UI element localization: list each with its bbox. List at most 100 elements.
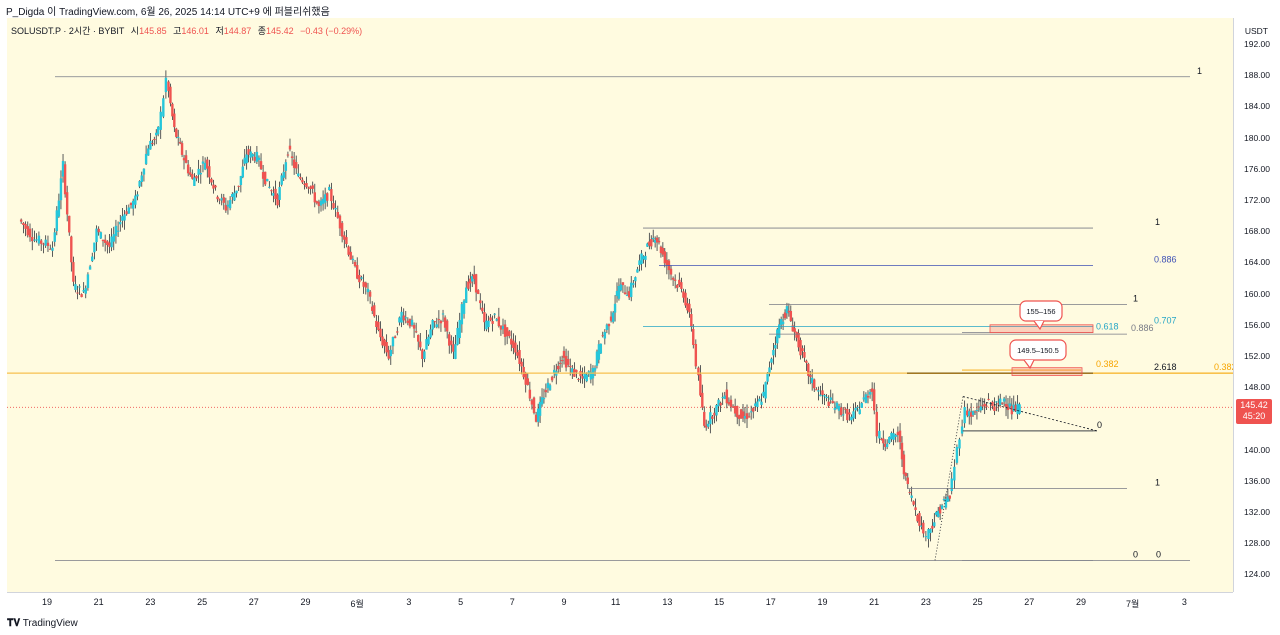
- candle-body: [682, 291, 685, 298]
- impulse-line: [934, 396, 964, 561]
- candle-body: [389, 349, 393, 357]
- candle-body: [226, 204, 230, 207]
- candle-body: [499, 325, 503, 330]
- candle-body: [110, 236, 113, 248]
- candle-body: [601, 335, 604, 337]
- candle-body: [979, 406, 983, 411]
- candle-body: [803, 351, 806, 358]
- candle-body: [253, 156, 257, 161]
- candle-body: [284, 162, 288, 171]
- candle-body: [725, 389, 729, 404]
- candle-body: [351, 258, 355, 261]
- time-tick: 29: [300, 597, 311, 607]
- candle-body: [546, 382, 550, 389]
- candle-body: [837, 405, 841, 411]
- candle-body: [292, 159, 296, 168]
- candle-body: [261, 172, 265, 179]
- candle-body: [927, 529, 930, 539]
- fib-label: 0.382: [1096, 359, 1119, 369]
- candle-body: [880, 438, 883, 440]
- candle-body: [358, 274, 361, 283]
- price-tick: 164.00: [1244, 257, 1270, 268]
- candle-body: [787, 310, 791, 313]
- candle-body: [636, 269, 639, 273]
- candle-body: [319, 200, 323, 206]
- candle-body: [741, 411, 745, 419]
- candle-body: [953, 466, 956, 481]
- callout-box: [1009, 339, 1067, 361]
- brand-name: TradingView: [22, 618, 78, 629]
- candle-body: [297, 173, 300, 177]
- candle-body: [532, 397, 536, 413]
- price-tick: 168.00: [1244, 226, 1270, 237]
- candle-body: [778, 324, 781, 338]
- candle-body: [630, 282, 633, 298]
- time-tick: 3: [1181, 597, 1187, 607]
- candle-body: [768, 367, 771, 373]
- time-tick: 21: [869, 597, 880, 607]
- price-chart[interactable]: 1 0 1 0.886 1 0.707 0.618 0.886 0.382 2.618 0.382 0…: [7, 18, 1233, 592]
- candle-body: [330, 189, 333, 202]
- candle-body: [929, 528, 932, 534]
- candle-body: [228, 200, 232, 209]
- candle-body: [651, 237, 655, 240]
- candle-body: [648, 241, 651, 246]
- candle-body: [164, 77, 168, 93]
- candle-body: [505, 327, 509, 337]
- candle-body: [621, 282, 625, 286]
- candle-body: [251, 154, 254, 157]
- candle-body: [844, 408, 847, 410]
- candle-body: [99, 232, 103, 239]
- publish-header: P_Digda 이 TradingView.com, 6월 26, 2025 1…: [0, 0, 1280, 18]
- candle-body: [53, 232, 56, 242]
- candle-body: [752, 408, 755, 412]
- candle-body: [756, 401, 759, 408]
- candle-body: [719, 402, 722, 406]
- candle-body: [138, 181, 141, 187]
- candle-body: [640, 253, 643, 264]
- time-tick: 11: [611, 597, 621, 607]
- candle-body: [977, 406, 981, 408]
- candle-body: [433, 321, 436, 323]
- price-axis[interactable]: USDT 192.00 188.00 184.00 180.00 176.00 172.0…: [1233, 18, 1274, 592]
- candle-body: [723, 395, 726, 399]
- candle-body: [162, 98, 165, 117]
- candle-body: [456, 327, 459, 345]
- candle-body: [896, 431, 900, 436]
- candle-body: [821, 390, 824, 395]
- candle-body: [924, 536, 928, 538]
- candle-body: [402, 315, 405, 321]
- candle-body: [870, 388, 874, 392]
- candle-body: [33, 239, 36, 241]
- time-axis[interactable]: 19 21 23 25 27 29 6월 3 5 7 9 11 13 15 17 19 21 23 25 27 29 7월…: [7, 592, 1233, 611]
- candle-body: [88, 266, 92, 270]
- chart-area[interactable]: 1 0 1 0.886 1 0.707 0.618 0.886 0.382 2.618 0.382 0…: [7, 18, 1233, 592]
- currency-label: USDT: [1244, 26, 1268, 36]
- candle-body: [971, 411, 975, 415]
- candle-body: [931, 525, 934, 529]
- candle-body: [809, 374, 812, 377]
- candle-body: [301, 179, 304, 183]
- candle-body: [981, 405, 984, 407]
- candle-body: [481, 307, 484, 312]
- candle-body: [709, 412, 712, 425]
- time-tick: 21: [93, 597, 104, 607]
- candle-body: [184, 155, 188, 163]
- candle-body: [835, 402, 839, 409]
- candle-body: [19, 219, 23, 222]
- candle-body: [74, 284, 77, 290]
- candle-body: [776, 329, 779, 344]
- candle-body: [467, 281, 470, 289]
- candle-body: [888, 436, 891, 444]
- candle-body: [789, 310, 793, 322]
- candle-body: [625, 295, 629, 297]
- time-tick: 27: [248, 597, 259, 607]
- candle-body: [801, 348, 804, 352]
- candle-body: [134, 195, 137, 205]
- candle-body: [379, 328, 382, 338]
- candle-body: [31, 236, 34, 242]
- candle-body: [307, 187, 310, 189]
- fib-label: 0: [1097, 420, 1102, 430]
- candle-body: [349, 251, 352, 260]
- candle-body: [80, 294, 83, 298]
